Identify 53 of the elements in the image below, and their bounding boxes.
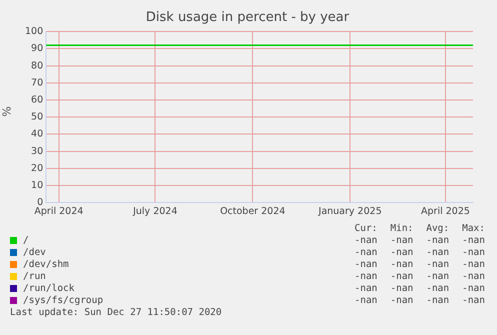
text: -nan [425,259,450,271]
text: -nan [389,283,414,295]
y-tick-label: 60 [31,94,44,106]
text: -nan [354,247,378,259]
text: -nan [425,247,450,259]
text: -nan [354,295,378,307]
y-tick-label: 90 [31,43,44,54]
text: Avg: [425,223,450,235]
text: -nan [354,283,378,295]
x-tick-label: January 2025 [318,206,382,217]
x-tick-label: July 2024 [132,206,178,217]
y-axis-title: % [0,106,14,117]
legend-label: /sys/fs/cgroup [22,295,104,307]
y-tick-label: 80 [31,60,44,72]
legend-label: /run [22,271,47,283]
y-tick-label: 70 [31,77,44,88]
y-tick-label: 10 [31,180,44,191]
text: -nan [354,235,378,247]
x-tick-label: April 2024 [34,206,84,217]
text: -nan [425,235,450,247]
y-tick-label: 100 [24,26,44,38]
legend-label: /run/lock [22,283,76,295]
legend-label: /dev/shm [22,259,70,271]
text: -nan [461,247,485,259]
text: -nan [461,283,485,295]
x-tick-label: October 2024 [220,206,286,217]
text: -nan [461,295,485,307]
text: -nan [425,283,450,295]
y-tick-label: 20 [31,162,44,174]
text: -nan [354,259,378,271]
text: -nan [389,295,414,307]
y-tick-label: 0 [37,197,44,208]
text: Max: [461,223,485,235]
text: -nan [461,271,485,283]
text: -nan [389,271,414,283]
legend-label: / [22,235,30,247]
y-tick-label: 40 [31,128,44,140]
y-tick-label: 30 [31,146,44,157]
text: -nan [389,247,414,259]
x-tick-label: April 2025 [421,206,470,217]
chart-title: Disk usage in percent - by year [146,10,350,26]
y-tick-label: 50 [31,112,44,123]
text: Min: [389,223,414,235]
text: -nan [389,235,414,247]
text: Cur: [354,223,378,235]
text: -nan [425,271,450,283]
text: -nan [354,271,378,283]
text: -nan [389,259,414,271]
text: -nan [461,259,485,271]
text: -nan [425,295,450,307]
legend-label: /dev [22,247,47,259]
text: Last update: Sun Dec 27 11:50:07 2020 [10,307,223,318]
text: -nan [461,235,485,247]
